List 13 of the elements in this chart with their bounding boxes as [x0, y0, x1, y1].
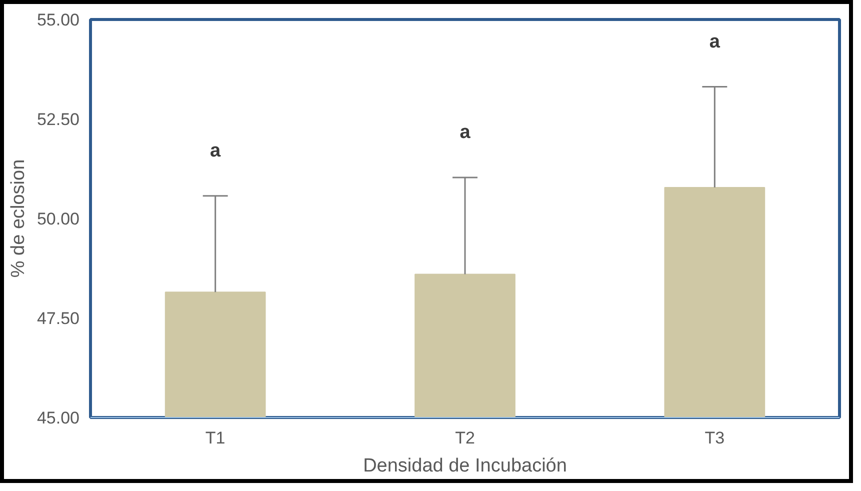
- annotation: a: [460, 122, 471, 144]
- y-tick-label: 52.50: [36, 110, 80, 129]
- annotation: a: [210, 140, 222, 162]
- x-tick-label: T1: [205, 428, 226, 448]
- x-axis-title: Densidad de Incubación: [363, 456, 567, 476]
- x-tick-label: T2: [455, 428, 475, 448]
- y-tick-label: 50.00: [36, 210, 80, 228]
- y-tick-label: 47.50: [36, 309, 80, 328]
- y-axis-title: % de eclosion: [8, 159, 29, 278]
- y-tick-label: 55.00: [36, 10, 80, 30]
- annotation: a: [709, 31, 720, 52]
- x-tick-label: T3: [704, 428, 725, 448]
- y-tick-label: 45.00: [36, 408, 80, 428]
